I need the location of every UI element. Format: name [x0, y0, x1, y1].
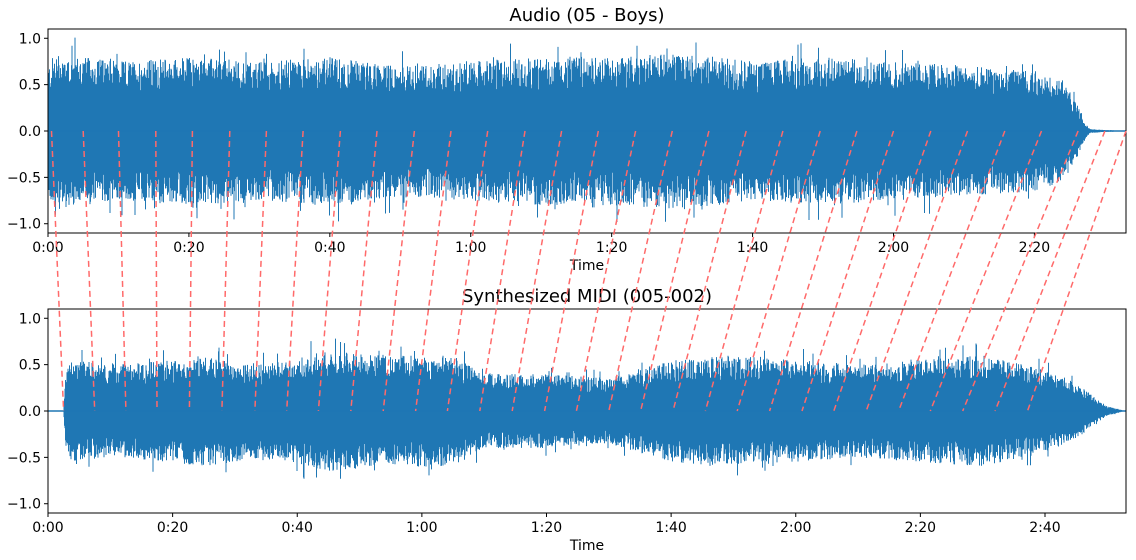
y-tick-label: 0.0: [19, 124, 41, 140]
alignment-line: [768, 130, 858, 412]
audio-x-axis-label: Time: [569, 258, 604, 274]
midi-waveform-series: [48, 338, 1126, 479]
alignment-line: [801, 130, 895, 412]
alignment-line: [382, 130, 416, 412]
x-tick-label: 1:00: [455, 240, 486, 256]
x-tick-label: 2:00: [878, 240, 909, 256]
alignment-line: [479, 130, 526, 412]
alignment-line: [188, 130, 194, 412]
y-tick-label: 0.0: [19, 404, 41, 420]
alignment-line: [221, 130, 231, 412]
audio-waveform-chart: Audio (05 - Boys) −1.0 −0.5 0.0 0.5 1.0 0:00…: [7, 5, 1127, 274]
x-tick-label: 2:20: [1019, 240, 1050, 256]
alignment-line: [543, 130, 600, 412]
alignment-line: [155, 130, 158, 412]
y-tick-label: −1.0: [7, 217, 41, 233]
x-tick-label: 0:20: [157, 520, 188, 536]
alignment-line: [994, 130, 1106, 412]
audio-waveform-series: [47, 37, 1126, 222]
x-tick-label: 1:00: [406, 520, 437, 536]
alignment-line: [117, 130, 127, 412]
midi-y-axis: −1.0 −0.5 0.0 0.5 1.0: [7, 311, 48, 513]
alignment-line: [929, 130, 1043, 412]
alignment-line: [82, 130, 96, 412]
x-tick-label: 2:40: [1029, 520, 1060, 536]
alignment-line: [285, 130, 304, 412]
x-tick-label: 0:20: [173, 240, 204, 256]
alignment-line: [575, 130, 637, 412]
alignment-line: [350, 130, 378, 412]
x-tick-label: 2:20: [905, 520, 936, 536]
x-tick-label: 0:00: [32, 520, 63, 536]
alignment-line: [317, 130, 342, 412]
midi-x-axis-label: Time: [569, 538, 604, 554]
y-tick-label: −1.0: [7, 497, 41, 513]
midi-waveform-chart: Synthesized MIDI (005-002) −1.0 −0.5 0.0 0.…: [7, 286, 1127, 554]
waveform-trace: [47, 37, 1125, 222]
x-tick-label: 0:40: [282, 520, 313, 536]
alignment-line: [254, 130, 268, 412]
alignment-line: [672, 130, 747, 412]
audio-y-axis: −1.0 −0.5 0.0 0.5 1.0: [7, 31, 48, 233]
alignment-line: [511, 130, 563, 412]
alignment-line: [608, 130, 674, 412]
alignment-line: [446, 130, 489, 412]
y-tick-label: 1.0: [19, 31, 41, 47]
alignment-line: [704, 130, 784, 412]
audio-chart-title: Audio (05 - Boys): [509, 5, 664, 26]
midi-x-axis: 0:00 0:20 0:40 1:00 1:20 1:40 2:00 2:20 2:40: [32, 513, 1061, 536]
alignment-line: [50, 130, 65, 412]
alignment-line: [736, 130, 821, 412]
x-tick-label: 1:20: [531, 520, 562, 536]
midi-chart-title: Synthesized MIDI (005-002): [462, 286, 712, 307]
x-tick-label: 1:40: [655, 520, 686, 536]
x-tick-label: 1:20: [596, 240, 627, 256]
alignment-lines: [50, 130, 1127, 412]
y-tick-label: −0.5: [7, 450, 41, 466]
x-tick-label: 0:00: [32, 240, 63, 256]
x-tick-label: 1:40: [737, 240, 768, 256]
alignment-line: [962, 130, 1079, 412]
alignment-line: [1026, 130, 1127, 412]
x-tick-label: 0:40: [314, 240, 345, 256]
audio-x-axis: 0:00 0:20 0:40 1:00 1:20 1:40 2:00 2:20: [32, 233, 1050, 256]
alignment-line: [639, 130, 710, 412]
x-tick-label: 2:00: [780, 520, 811, 536]
y-tick-label: 1.0: [19, 311, 41, 327]
y-tick-label: −0.5: [7, 170, 41, 186]
y-tick-label: 0.5: [19, 358, 41, 374]
midi-plot-frame: [47, 308, 1127, 514]
alignment-line: [414, 130, 452, 412]
y-tick-label: 0.5: [19, 78, 41, 94]
